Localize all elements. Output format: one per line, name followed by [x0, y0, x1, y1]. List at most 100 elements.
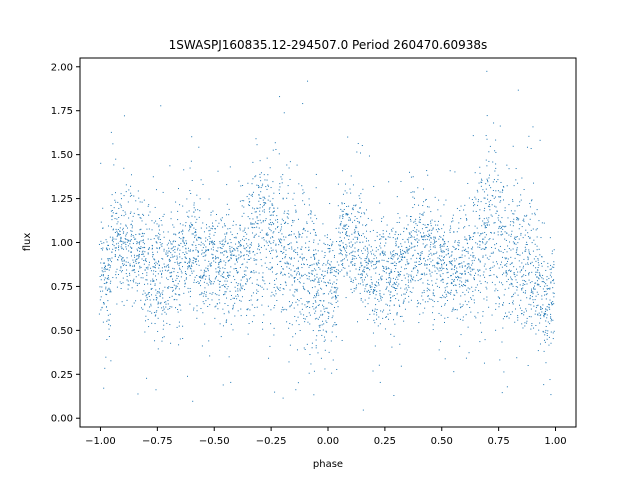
data-point — [174, 251, 176, 253]
data-point — [415, 239, 417, 241]
data-point — [233, 268, 235, 270]
data-point — [354, 264, 356, 266]
data-point — [342, 242, 344, 244]
data-point — [261, 286, 263, 288]
data-point — [341, 339, 343, 341]
data-point — [522, 287, 524, 289]
data-point — [273, 307, 275, 309]
data-point — [236, 261, 238, 263]
data-point — [493, 122, 495, 124]
data-point — [484, 276, 486, 278]
data-point — [214, 278, 216, 280]
data-point — [197, 250, 199, 252]
data-point — [389, 251, 391, 253]
data-point — [422, 282, 424, 284]
data-point — [332, 325, 334, 327]
data-point — [253, 258, 255, 260]
data-point — [396, 293, 398, 295]
data-point — [395, 245, 397, 247]
data-point — [163, 248, 165, 250]
data-point — [473, 233, 475, 235]
data-point — [212, 222, 214, 224]
data-point — [239, 267, 241, 269]
data-point — [550, 272, 552, 274]
data-point — [100, 279, 102, 281]
data-point — [545, 294, 547, 296]
data-point — [205, 291, 207, 293]
data-point — [306, 316, 308, 318]
data-point — [406, 273, 408, 275]
data-point — [176, 277, 178, 279]
data-point — [125, 264, 127, 266]
data-point — [128, 217, 130, 219]
data-point — [538, 278, 540, 280]
data-point — [385, 278, 387, 280]
data-point — [251, 282, 253, 284]
data-point — [156, 241, 158, 243]
data-point — [394, 283, 396, 285]
data-point — [125, 243, 127, 245]
data-point — [332, 315, 334, 317]
data-point — [189, 249, 191, 251]
data-point — [511, 302, 513, 304]
data-point — [222, 245, 224, 247]
data-point — [357, 232, 359, 234]
data-point — [197, 255, 199, 257]
data-point — [430, 237, 432, 239]
data-point — [365, 225, 367, 227]
data-point — [509, 224, 511, 226]
data-point — [170, 252, 172, 254]
data-point — [219, 280, 221, 282]
data-point — [309, 293, 311, 295]
data-point — [301, 185, 303, 187]
data-point — [229, 228, 231, 230]
data-point — [340, 240, 342, 242]
data-point — [500, 261, 502, 263]
data-point — [167, 264, 169, 266]
data-point — [118, 207, 120, 209]
data-point — [340, 221, 342, 223]
data-point — [439, 246, 441, 248]
data-point — [126, 299, 128, 301]
data-point — [273, 327, 275, 329]
data-point — [528, 273, 530, 275]
data-point — [269, 250, 271, 252]
data-point — [356, 236, 358, 238]
data-point — [392, 254, 394, 256]
data-point — [142, 233, 144, 235]
data-point — [124, 242, 126, 244]
data-point — [134, 271, 136, 273]
data-point — [544, 313, 546, 315]
data-point — [317, 250, 319, 252]
data-point — [391, 285, 393, 287]
data-point — [204, 278, 206, 280]
data-point — [324, 349, 326, 351]
data-point — [377, 282, 379, 284]
data-point — [391, 258, 393, 260]
data-point — [282, 306, 284, 308]
data-point — [289, 243, 291, 245]
data-point — [184, 283, 186, 285]
data-point — [269, 262, 271, 264]
data-point — [482, 315, 484, 317]
data-point — [307, 306, 309, 308]
data-point — [463, 261, 465, 263]
data-point — [155, 189, 157, 191]
data-point — [366, 267, 368, 269]
data-point — [246, 261, 248, 263]
data-point — [384, 251, 386, 253]
data-point — [309, 306, 311, 308]
data-point — [362, 281, 364, 283]
data-point — [163, 236, 165, 238]
data-point — [112, 143, 114, 145]
data-point — [453, 246, 455, 248]
data-point — [294, 276, 296, 278]
data-point — [372, 229, 374, 231]
data-point — [497, 231, 499, 233]
data-point — [392, 237, 394, 239]
data-point — [111, 257, 113, 259]
data-point — [177, 311, 179, 313]
data-point — [406, 251, 408, 253]
data-point — [479, 209, 481, 211]
data-point — [450, 260, 452, 262]
